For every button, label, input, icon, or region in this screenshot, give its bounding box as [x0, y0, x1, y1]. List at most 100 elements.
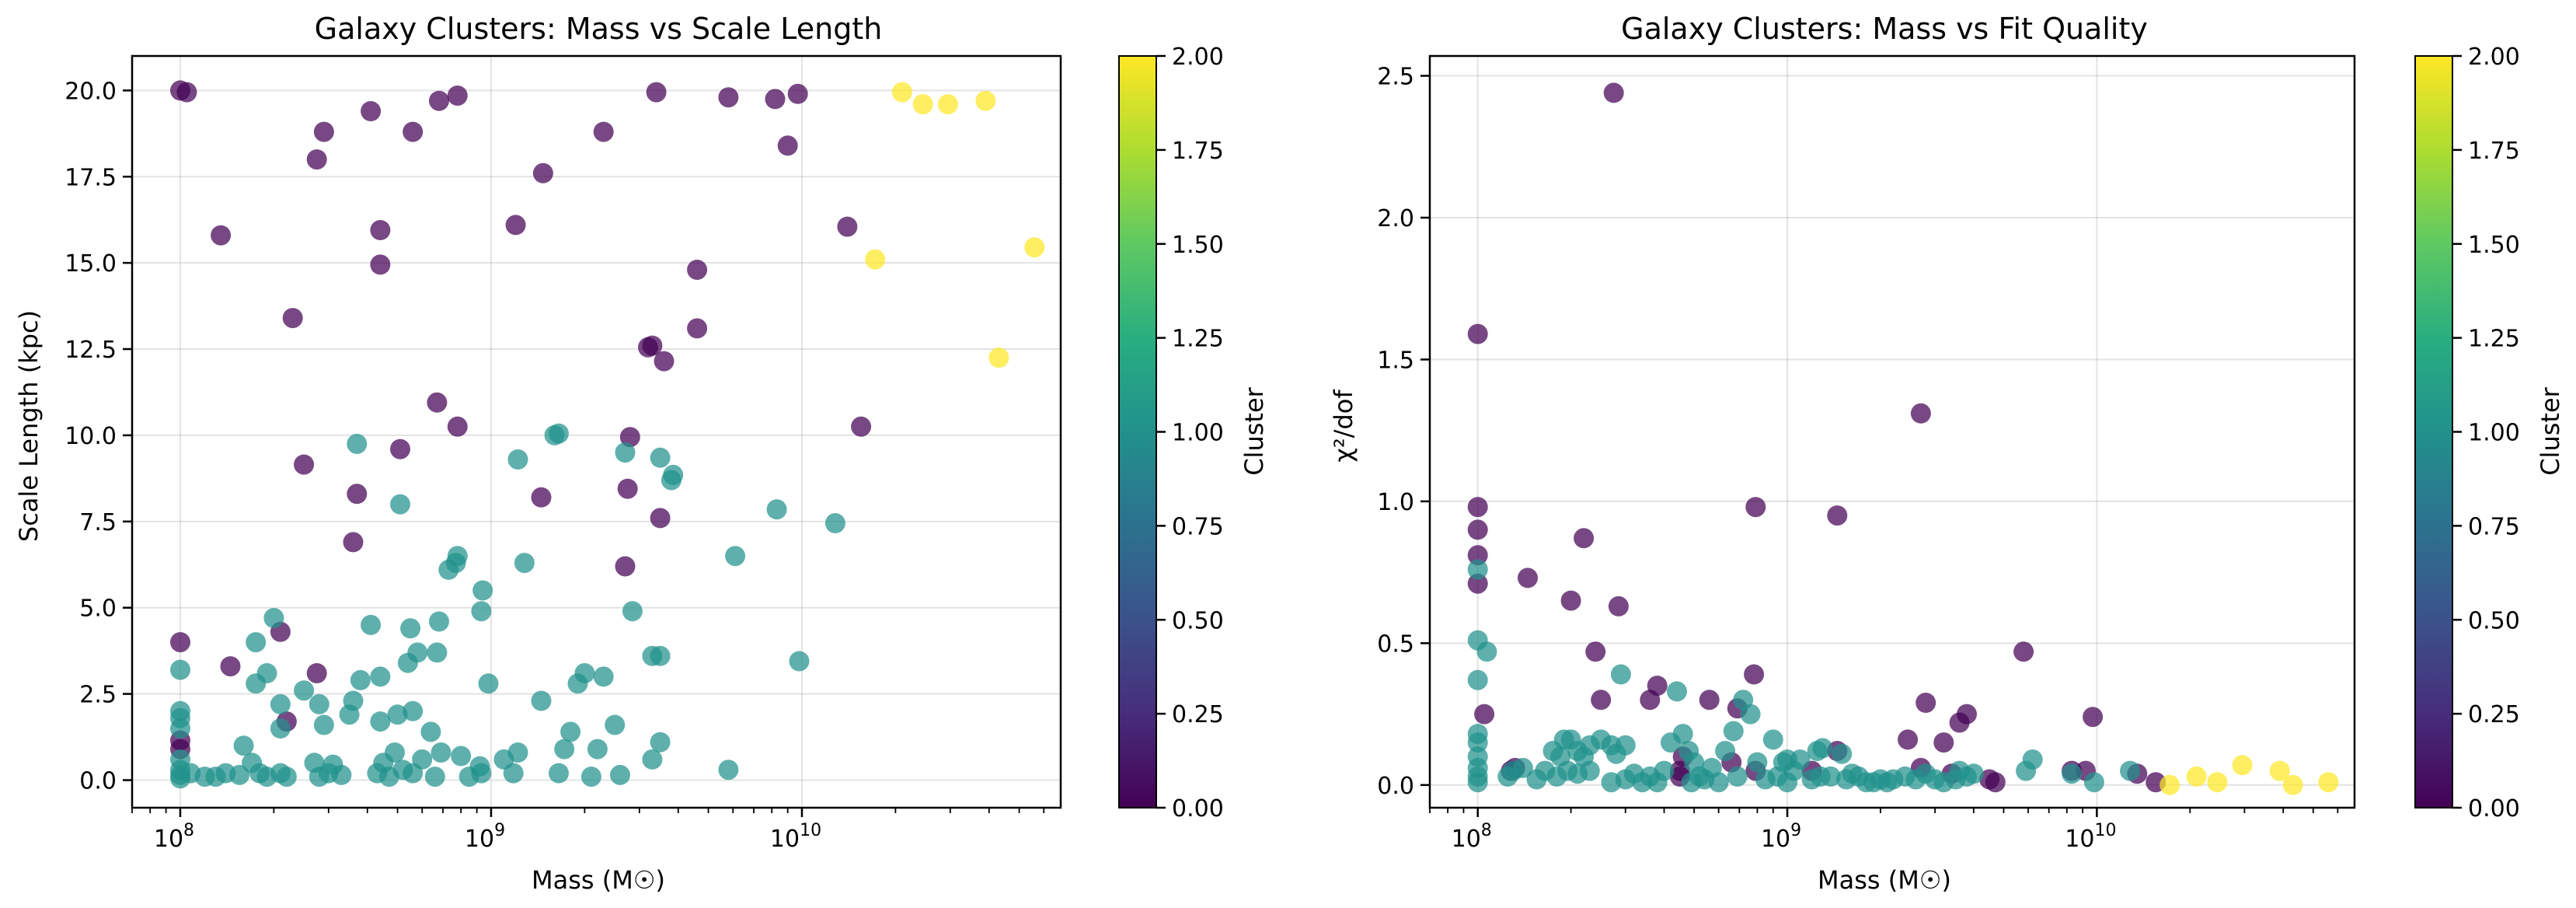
- scatter-point: [246, 632, 267, 653]
- scatter-point: [1476, 641, 1497, 662]
- scatter-point: [1579, 760, 1600, 781]
- scatter-point: [220, 656, 241, 677]
- scatter-point: [549, 763, 569, 784]
- y-axis-label: Scale Length (kpc): [14, 310, 44, 542]
- scatter-point: [1667, 681, 1687, 702]
- scatter-point: [451, 746, 472, 767]
- scatter-point: [503, 763, 524, 784]
- scatter-point: [663, 464, 684, 485]
- scatter-point: [1467, 545, 1488, 566]
- scatter-point: [1832, 743, 1853, 764]
- scatter-point: [347, 484, 368, 505]
- scatter-point: [1949, 712, 1970, 733]
- scatter-point: [610, 764, 630, 785]
- scatter-point: [2083, 772, 2104, 793]
- x-tick-label: 108: [154, 821, 194, 853]
- scatter-point: [1615, 735, 1636, 756]
- y-tick-label: 2.5: [1377, 64, 1414, 91]
- y-tick-label: 1.0: [1377, 489, 1414, 516]
- scatter-point: [642, 335, 663, 356]
- scatter-point: [912, 94, 933, 115]
- y-tick-label: 0.0: [79, 768, 117, 795]
- scatter-point: [1610, 664, 1631, 685]
- scatter-point: [370, 220, 391, 240]
- scatter-point: [587, 739, 608, 760]
- plot-area: [131, 54, 1062, 809]
- scatter-point: [574, 663, 595, 683]
- scatter-point: [343, 532, 364, 553]
- scatter-point: [420, 721, 441, 742]
- scatter-point: [1654, 760, 1675, 781]
- x-axis: 108 109 1010: [1429, 808, 2339, 853]
- colorbar-tick-label: 1.75: [1172, 138, 1224, 165]
- colorbar-label: Cluster: [2536, 386, 2565, 475]
- y-tick-label: 5.0: [79, 595, 117, 623]
- scatter-point: [370, 254, 391, 275]
- scatter-point: [1723, 721, 1744, 742]
- colorbar-tick-label: 1.75: [2468, 138, 2520, 165]
- scatter-point: [891, 82, 912, 103]
- scatter-point: [385, 742, 405, 763]
- y-tick-label: 7.5: [79, 509, 117, 536]
- scatter-point: [1963, 763, 1984, 784]
- scatter-point: [2013, 641, 2034, 662]
- scatter-point: [725, 546, 746, 567]
- scatter-point: [447, 416, 468, 437]
- scatter-point: [407, 642, 428, 663]
- colorbar: [2414, 55, 2453, 808]
- scatter-point: [1740, 704, 1761, 725]
- scatter-point: [549, 423, 569, 444]
- scatter-point: [1591, 690, 1612, 711]
- scatter-point: [937, 94, 958, 115]
- scatter-point: [642, 749, 663, 770]
- scatter-point: [390, 438, 410, 459]
- scatter-point: [622, 601, 643, 622]
- x-tick-label: 1010: [770, 821, 821, 853]
- scatter-point: [1518, 568, 1538, 588]
- plot-area: [1428, 54, 2356, 809]
- scatter-point: [370, 666, 391, 687]
- scatter-point: [789, 651, 810, 672]
- scatter-point: [2207, 772, 2228, 793]
- scatter-point: [1812, 738, 1833, 759]
- scatter-points: [1467, 82, 2339, 795]
- scatter-point: [1608, 595, 1629, 616]
- scatter-point: [1467, 519, 1488, 540]
- gridlines: [132, 56, 1061, 808]
- scatter-point: [865, 249, 886, 270]
- scatter-point: [1467, 772, 1488, 793]
- scatter-point: [270, 693, 291, 714]
- scatter-point: [687, 318, 708, 339]
- scatter-point: [1560, 590, 1581, 611]
- scatter-point: [766, 499, 787, 520]
- scatter-point: [1699, 690, 1720, 711]
- scatter-point: [837, 216, 858, 237]
- scatter-point: [308, 693, 329, 714]
- scatter-point: [765, 89, 786, 110]
- colorbar-tick-label: 1.25: [1172, 326, 1224, 353]
- scatter-point: [615, 442, 636, 463]
- y-tick-label: 17.5: [64, 164, 117, 191]
- scatter-point: [2318, 772, 2339, 793]
- scatter-point: [471, 763, 492, 784]
- scatter-point: [1574, 528, 1595, 549]
- scatter-point: [1762, 729, 1783, 750]
- scatter-point: [282, 308, 303, 329]
- scatter-point: [1512, 757, 1533, 778]
- colorbar-tick-label: 0.25: [1172, 701, 1224, 728]
- scatter-point: [361, 614, 382, 635]
- scatter-point: [1715, 741, 1736, 761]
- scatter-point: [403, 700, 424, 721]
- chart-mass-vs-fit-quality: Galaxy Clusters: Mass vs Fit Quality Mas…: [1329, 12, 2565, 895]
- y-axis: 0.0 2.5 5.0 7.5 10.0 12.5 15.0 17.5 20.0: [64, 78, 132, 795]
- scatter-point: [1933, 732, 1954, 753]
- y-axis-label: χ²/dof: [1329, 389, 1358, 463]
- colorbar-tick-label: 2.00: [1172, 44, 1224, 71]
- x-tick-label: 1010: [2065, 821, 2116, 853]
- y-tick-label: 10.0: [64, 423, 117, 450]
- scatter-point: [824, 513, 845, 533]
- scatter-point: [1467, 573, 1488, 594]
- scatter-point: [554, 739, 575, 760]
- scatter-point: [270, 718, 291, 739]
